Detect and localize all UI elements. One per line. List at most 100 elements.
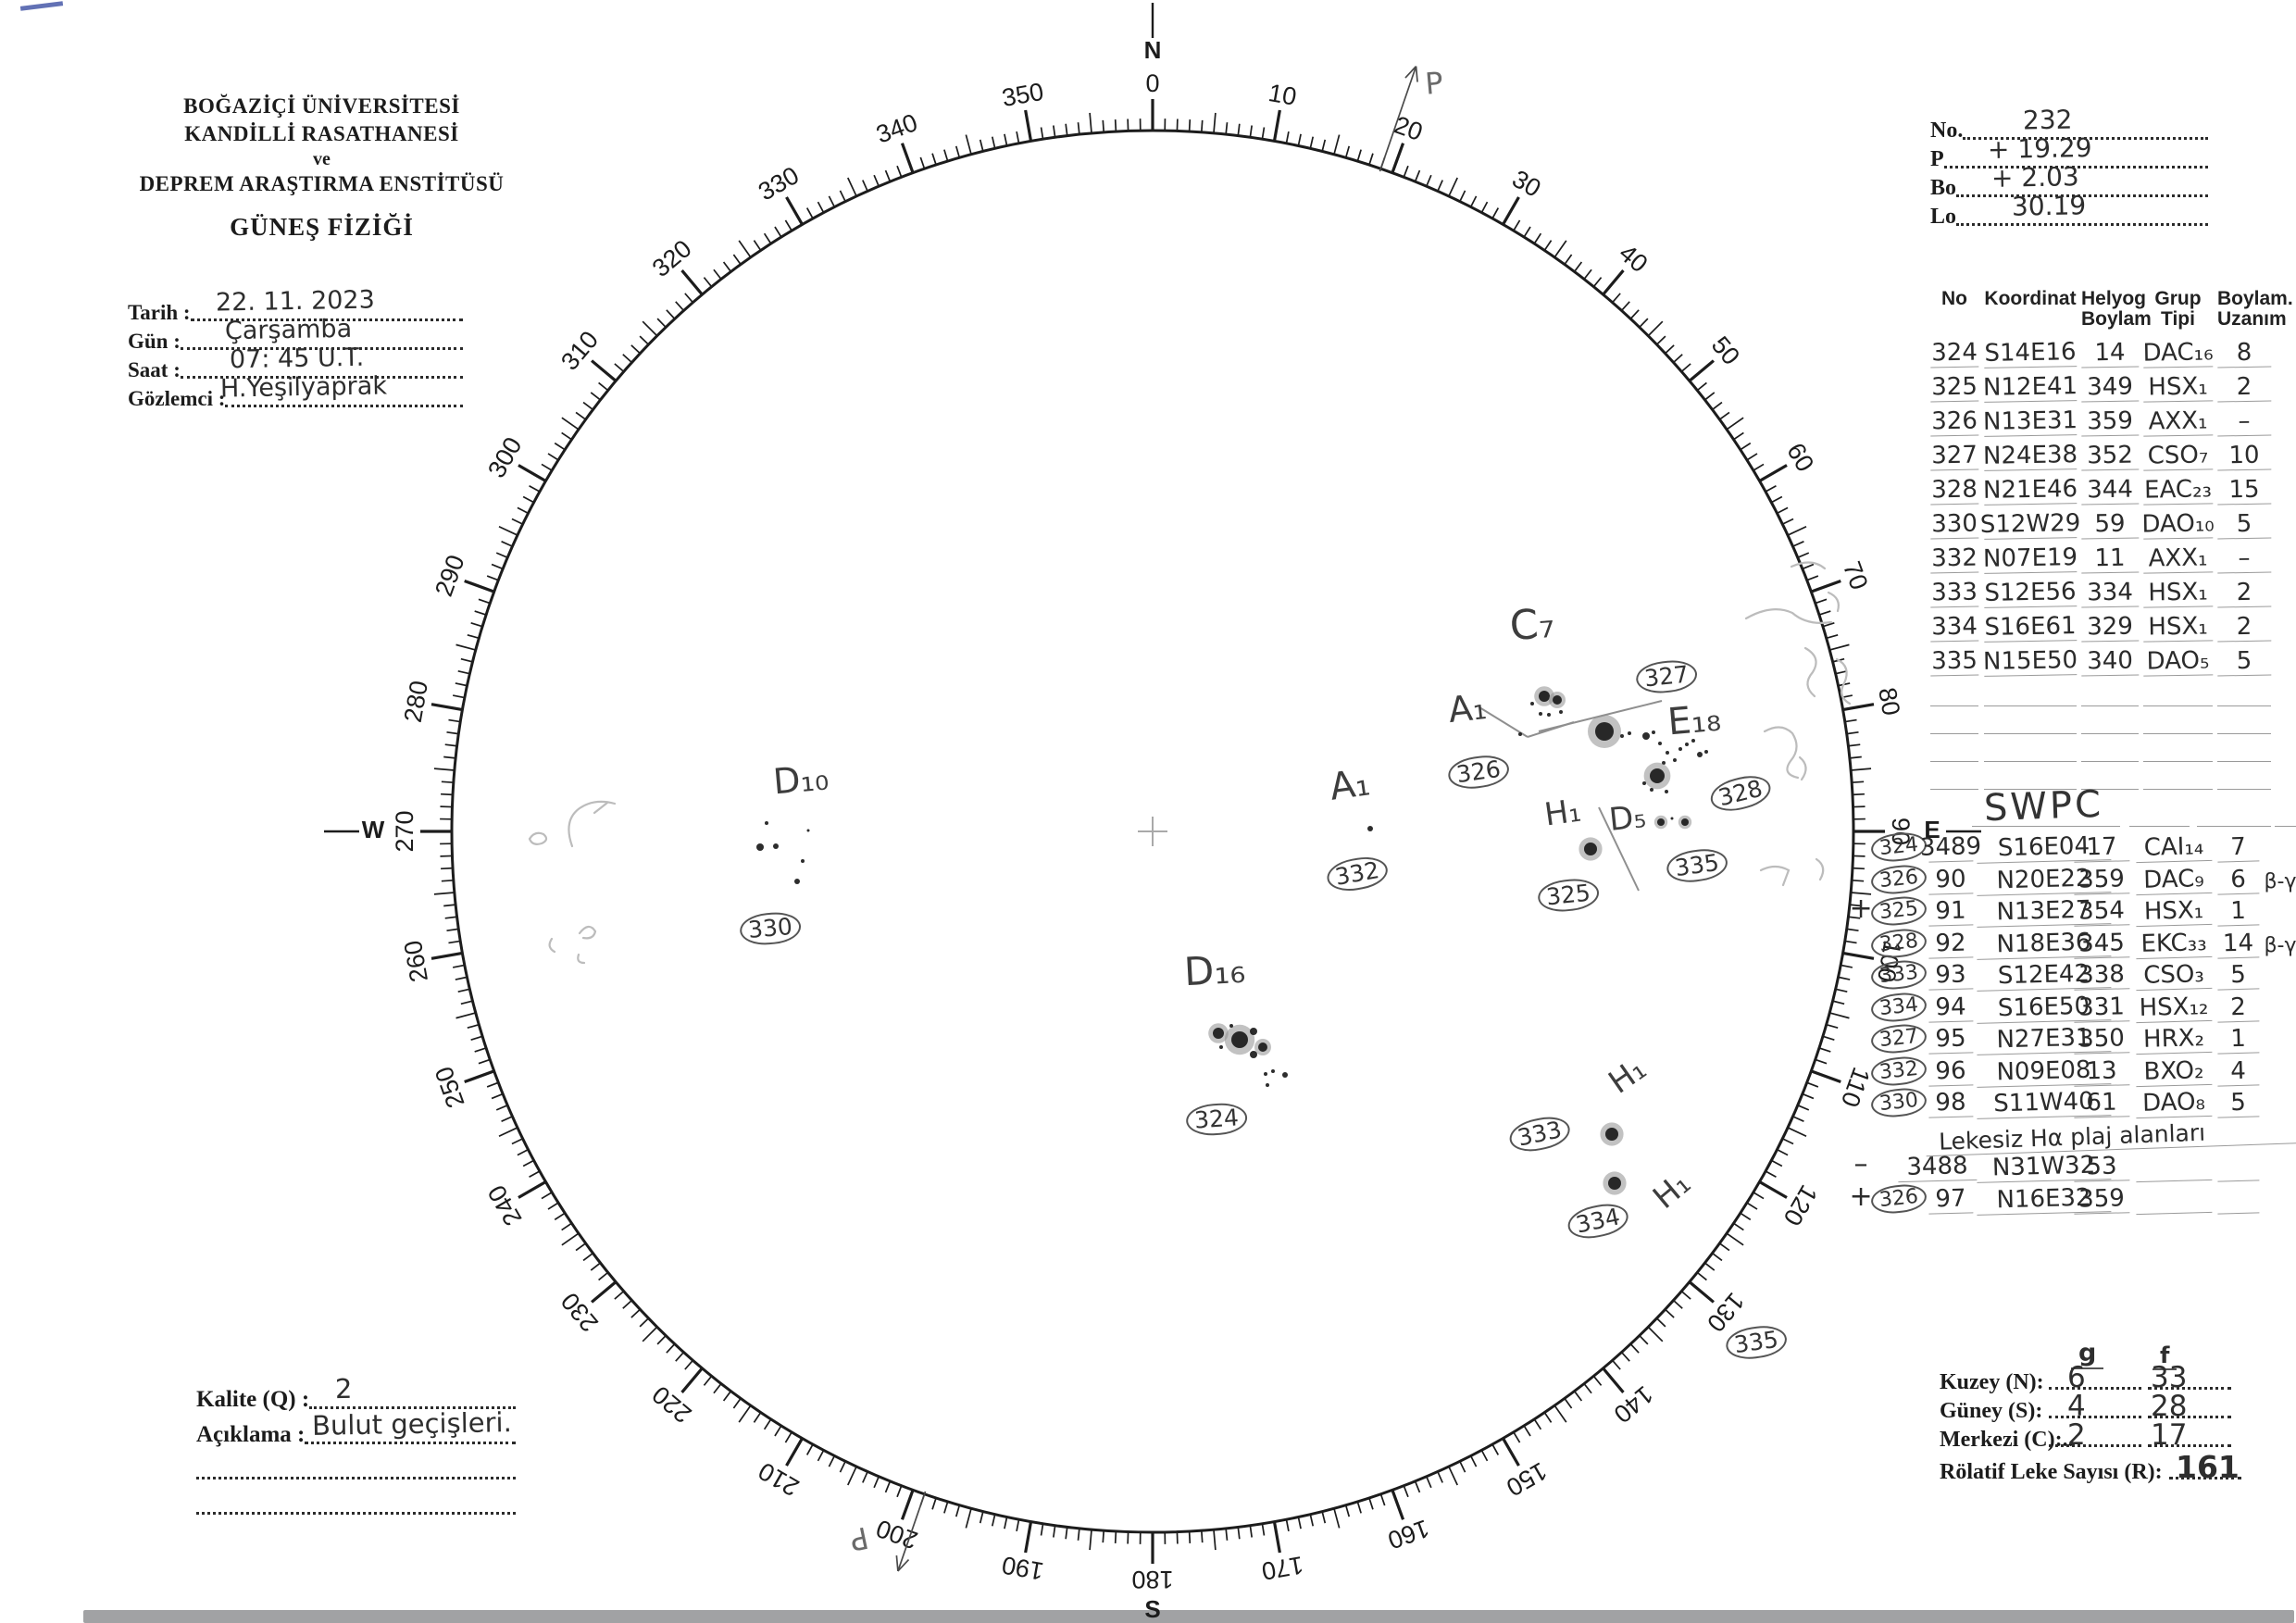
swpc-region-circled-number: 332 [1869, 1054, 1928, 1088]
p-angle-arrowhead [1415, 66, 1418, 82]
sunspot-umbra [1608, 1177, 1621, 1190]
swpc-circled-cell: 330 [1869, 1085, 1928, 1120]
group-table-cell: HSX₁ [2142, 572, 2214, 608]
degree-tick [561, 1222, 572, 1231]
degree-tick [430, 703, 463, 712]
degree-label: 120 [1778, 1180, 1823, 1230]
degree-tick [817, 1449, 825, 1462]
swpc-cell-helyog: 13 [2073, 1054, 2130, 1087]
observation-dotted-line [180, 346, 463, 350]
degree-tick [1852, 867, 1865, 870]
stats-value-g: 4 [2067, 1390, 2086, 1423]
degree-tick [1835, 669, 1848, 675]
degree-tick [896, 165, 903, 178]
degree-tick [1602, 1367, 1625, 1393]
degree-tick [478, 1058, 491, 1065]
degree-tick [443, 755, 456, 759]
degree-tick [722, 1391, 732, 1402]
degree-tick [433, 892, 455, 895]
group-table-empty-cell [2081, 765, 2139, 790]
stats-dots-f [2148, 1416, 2231, 1418]
degree-tick [656, 318, 667, 329]
degree-tick [1826, 1023, 1839, 1030]
group-table-header: No [1941, 288, 1967, 309]
plage-outline [1835, 657, 1852, 705]
degree-tick [1426, 174, 1432, 187]
degree-tick [622, 1299, 633, 1309]
group-table-cell: N12E41 [1983, 367, 2078, 403]
compass-letter: N [1144, 36, 1162, 64]
degree-tick [1802, 1092, 1815, 1100]
degree-tick [1523, 1425, 1531, 1437]
degree-tick [1611, 293, 1621, 304]
relative-number-value: 161 [2176, 1449, 2240, 1485]
stats-dots-g [2049, 1444, 2141, 1447]
degree-tick [1704, 1262, 1716, 1271]
degree-tick [1437, 180, 1443, 192]
degree-tick [1368, 1497, 1374, 1510]
sunspot-umbra [1642, 781, 1646, 785]
pencil-stroke [1479, 706, 1529, 738]
degree-tick [1523, 226, 1531, 238]
degree-tick [444, 916, 457, 919]
degree-label: 310 [555, 326, 604, 376]
observation-dotted-line [180, 375, 463, 379]
degree-tick [828, 1455, 836, 1467]
degree-tick [862, 1471, 868, 1483]
degree-tick [1213, 1529, 1217, 1551]
degree-tick [1249, 125, 1254, 138]
degree-tick [460, 657, 473, 663]
degree-tick [1237, 123, 1241, 136]
swpc-cell-grup: CAI₁₄ [2135, 830, 2213, 864]
degree-tick [486, 575, 499, 581]
degree-tick [467, 1023, 480, 1030]
degree-tick [666, 309, 676, 319]
degree-tick [614, 1290, 625, 1300]
group-table-cell: 11 [2080, 538, 2140, 574]
p-angle-arrowhead [1404, 66, 1417, 79]
degree-tick [684, 1359, 694, 1370]
group-table-cell: 59 [2080, 504, 2140, 540]
plage-outline [1815, 857, 1825, 881]
sunspot-umbra [1657, 818, 1665, 826]
degree-tick [517, 506, 529, 515]
degree-tick [839, 190, 846, 202]
sunspot-umbra [801, 859, 805, 863]
degree-tick [1491, 207, 1500, 219]
degree-tick [763, 1418, 772, 1430]
swpc-cell-no: 93 [1928, 958, 1974, 991]
degree-tick [1782, 1138, 1794, 1145]
sunspot-umbra [1642, 732, 1650, 740]
sunspot-umbra [773, 843, 779, 849]
degree-tick [1513, 1431, 1521, 1443]
swpc-circled-cell: 332 [1869, 1054, 1928, 1088]
quality-dotted-line [309, 1405, 516, 1409]
degree-tick [591, 1280, 618, 1304]
degree-tick [441, 867, 454, 870]
stats-col-g: g [2071, 1339, 2104, 1369]
group-table-empty-cell [1930, 709, 1978, 734]
degree-tick [1261, 1523, 1266, 1536]
stats-label: Kuzey (N): [1940, 1370, 2044, 1394]
degree-tick [1733, 431, 1744, 441]
degree-tick [547, 1202, 559, 1210]
letterhead-line2: KANDİLLİ RASATHANESİ [184, 122, 459, 145]
sunspot-umbra [1250, 1051, 1257, 1058]
degree-label: 350 [1000, 78, 1046, 112]
degree-tick [943, 149, 949, 162]
stats-label: Güney (S): [1940, 1399, 2043, 1423]
degree-tick [1213, 112, 1217, 133]
degree-label: 200 [872, 1514, 921, 1554]
plage-outline [1763, 726, 1800, 780]
degree-tick [1469, 195, 1478, 207]
degree-tick [582, 1252, 593, 1262]
p-angle-arrowhead [895, 1554, 899, 1572]
sunspot-umbra [765, 821, 768, 825]
observation-row: Gün : Çarşamba [128, 315, 463, 354]
degree-tick [805, 207, 814, 219]
degree-tick [684, 293, 694, 304]
degree-label: 250 [430, 1063, 470, 1112]
degree-tick [444, 743, 457, 747]
degree-tick [1746, 1202, 1758, 1210]
sunspot-umbra [1250, 1028, 1257, 1035]
